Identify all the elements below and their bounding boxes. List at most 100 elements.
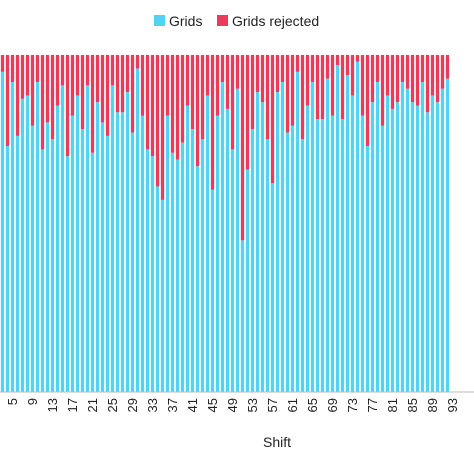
bar-grids xyxy=(215,115,220,392)
bar-grids-rejected xyxy=(215,55,220,116)
bar-grids-rejected xyxy=(90,55,95,153)
bar-grids xyxy=(285,132,290,392)
bar-grids-rejected xyxy=(320,55,325,120)
bar-grids-rejected xyxy=(380,55,385,126)
legend: Grids Grids rejected xyxy=(154,13,319,29)
bar-grids xyxy=(380,125,385,393)
bar-grids-rejected xyxy=(370,55,375,103)
x-tick-label: 41 xyxy=(185,398,200,412)
bar-grids xyxy=(350,95,355,392)
bar-grids-rejected xyxy=(5,55,10,146)
x-tick-label: 81 xyxy=(385,398,400,412)
bar-grids xyxy=(220,81,225,393)
bar-grids-rejected xyxy=(435,55,440,103)
bar-grids-rejected xyxy=(300,55,305,140)
bar-grids-rejected xyxy=(365,55,370,146)
bar-grids-rejected xyxy=(430,55,435,96)
bar-grids-rejected xyxy=(415,55,420,106)
bar-grids xyxy=(240,240,245,392)
bar-grids xyxy=(370,102,375,393)
bar-grids xyxy=(225,108,230,393)
x-tick-label: 25 xyxy=(105,398,120,412)
bar-grids xyxy=(210,189,215,392)
bar-grids xyxy=(265,139,270,392)
bar-grids-rejected xyxy=(160,55,165,200)
bar-grids xyxy=(305,105,310,393)
bar-grids xyxy=(300,139,305,392)
bar-grids xyxy=(400,81,405,393)
bar-grids xyxy=(270,183,275,392)
bar-grids xyxy=(105,135,110,392)
bar-grids-rejected xyxy=(235,55,240,89)
bar-grids xyxy=(55,105,60,393)
bar-grids-rejected xyxy=(55,55,60,106)
bar-grids xyxy=(250,129,255,392)
bar-grids-rejected xyxy=(210,55,215,190)
bar-grids xyxy=(5,145,10,392)
bar-grids-rejected xyxy=(170,55,175,153)
bar-grids xyxy=(340,119,345,392)
bar-grids-rejected xyxy=(420,55,425,82)
bar-grids xyxy=(160,199,165,392)
bar-grids-rejected xyxy=(165,55,170,116)
bar-grids-rejected xyxy=(200,55,205,140)
bar-grids xyxy=(200,139,205,392)
bar-grids xyxy=(330,115,335,392)
x-tick-label: 53 xyxy=(245,398,260,412)
x-tick-label: 5 xyxy=(5,398,20,405)
x-tick-label: 17 xyxy=(65,398,80,412)
bar-grids-rejected xyxy=(15,55,20,136)
bar-grids xyxy=(40,149,45,392)
bar-grids-rejected xyxy=(335,55,340,66)
bar-grids xyxy=(30,125,35,393)
x-tick-label: 21 xyxy=(85,398,100,412)
bar-grids xyxy=(295,71,300,392)
x-tick-label: 93 xyxy=(445,398,460,412)
bar-grids xyxy=(130,132,135,392)
bar-grids-rejected xyxy=(195,55,200,167)
bar-grids xyxy=(145,149,150,392)
bar-grids xyxy=(185,105,190,393)
bar-grids-rejected xyxy=(125,55,130,93)
bar-grids-rejected xyxy=(25,55,30,96)
bar-grids xyxy=(280,81,285,393)
x-tick-label: 65 xyxy=(305,398,320,412)
bar-grids xyxy=(180,142,185,392)
bar-grids-rejected xyxy=(440,55,445,89)
bar-grids xyxy=(45,122,50,393)
legend-swatch-grids xyxy=(154,15,165,26)
x-tick-label: 69 xyxy=(325,398,340,412)
bar-grids xyxy=(205,95,210,392)
bar-grids xyxy=(140,115,145,392)
bar-grids-rejected xyxy=(445,55,450,79)
bar-grids-rejected xyxy=(110,55,115,86)
bar-grids-rejected xyxy=(45,55,50,123)
bar-grids-rejected xyxy=(315,55,320,120)
bar-grids-rejected xyxy=(225,55,230,109)
bar-grids-rejected xyxy=(305,55,310,106)
bar-grids-rejected xyxy=(350,55,355,96)
bar-grids xyxy=(120,112,125,392)
bar-grids xyxy=(445,78,450,392)
bar-grids-rejected xyxy=(20,55,25,99)
legend-swatch-grids-rejected xyxy=(217,15,228,26)
bar-grids-rejected xyxy=(255,55,260,93)
bar-grids-rejected xyxy=(295,55,300,72)
bar-grids xyxy=(360,115,365,392)
bar-grids xyxy=(410,102,415,393)
x-tick-label: 57 xyxy=(265,398,280,412)
bar-grids-rejected xyxy=(345,55,350,76)
bar-grids-rejected xyxy=(355,55,360,62)
bar-grids xyxy=(75,95,80,392)
bar-grids-rejected xyxy=(395,55,400,103)
bar-grids xyxy=(80,129,85,392)
bar-grids-rejected xyxy=(40,55,45,150)
bar-grids-rejected xyxy=(385,55,390,96)
bar-grids-rejected xyxy=(310,55,315,82)
bar-grids-rejected xyxy=(105,55,110,136)
bar-grids xyxy=(430,95,435,392)
bar-grids xyxy=(275,92,280,392)
bar-grids xyxy=(435,102,440,393)
bar-grids xyxy=(50,139,55,392)
x-tick-labels: 5 9 13 17 21 25 29 33 37 41 45 49 53 57 61 65 69 73 77 81 85… xyxy=(5,398,460,412)
